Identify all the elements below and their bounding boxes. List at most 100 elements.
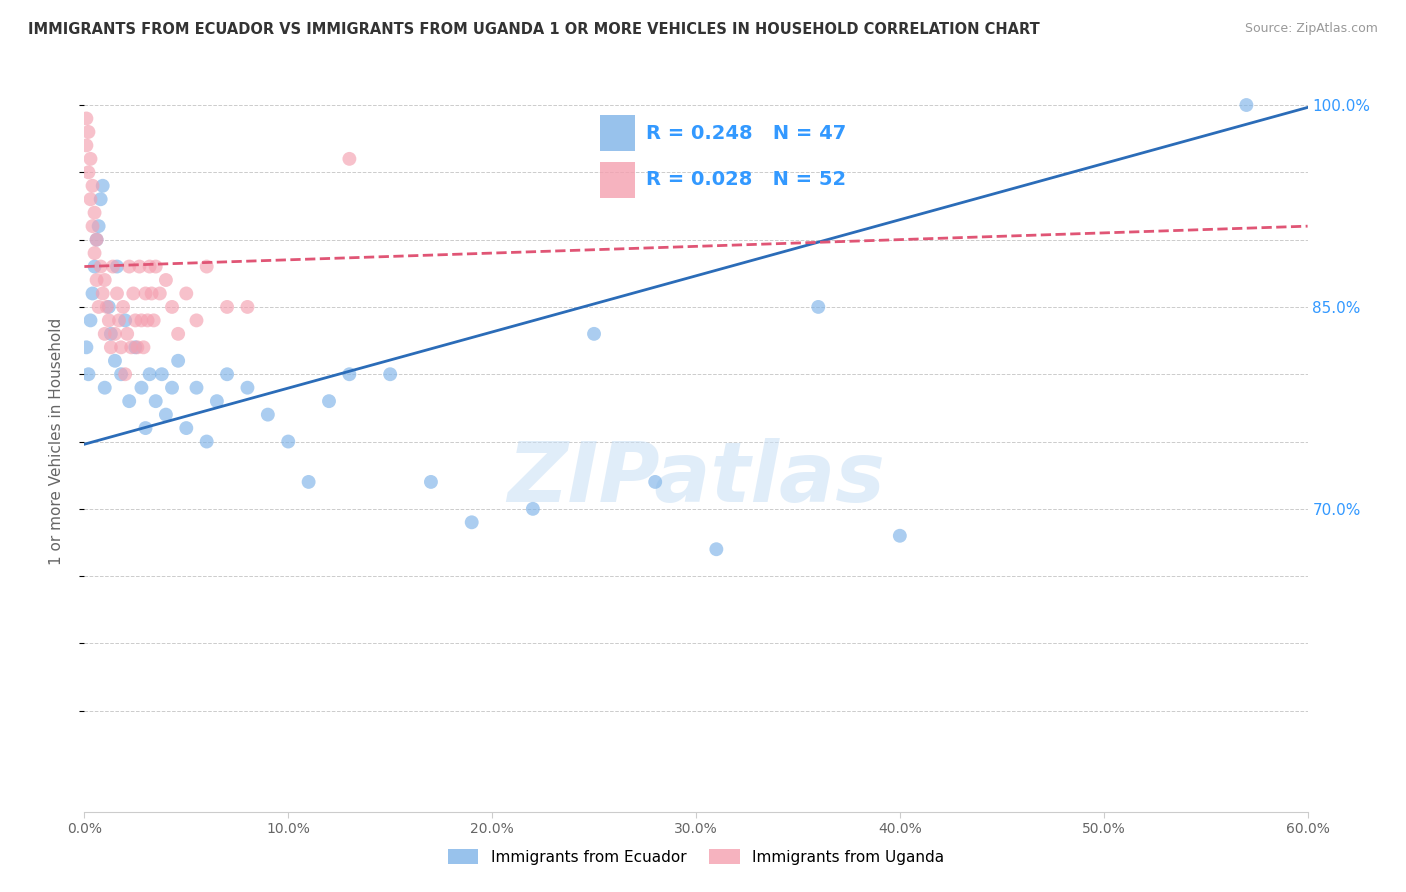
Point [277, 434, 299, 449]
Point [104, 326, 127, 341]
Point [236, 381, 259, 395]
Point [82, 219, 104, 234]
Point [104, 353, 127, 368]
Point [90, 192, 112, 206]
Point [124, 313, 146, 327]
Point [807, 300, 830, 314]
Point [120, 340, 142, 354]
Point [217, 300, 239, 314]
Point [77, 125, 100, 139]
Point [118, 260, 141, 274]
Point [93, 273, 115, 287]
Point [87, 219, 110, 234]
Point [135, 286, 157, 301]
Point [118, 394, 141, 409]
Point [110, 340, 132, 354]
Point [97, 313, 120, 327]
Legend: Immigrants from Ecuador, Immigrants from Uganda: Immigrants from Ecuador, Immigrants from… [441, 843, 950, 871]
Point [100, 340, 122, 354]
Point [167, 353, 190, 368]
Point [114, 313, 136, 327]
Point [96, 300, 118, 314]
Point [82, 286, 104, 301]
Point [706, 542, 728, 557]
Point [160, 300, 183, 314]
Point [318, 394, 340, 409]
Point [124, 340, 146, 354]
Point [110, 368, 132, 382]
Point [644, 475, 666, 489]
Point [174, 286, 197, 301]
Text: Source: ZipAtlas.com: Source: ZipAtlas.com [1244, 22, 1378, 36]
Point [236, 300, 259, 314]
Point [145, 260, 167, 274]
Point [138, 368, 160, 382]
Point [150, 368, 173, 382]
Point [115, 326, 138, 341]
Point [93, 381, 115, 395]
Point [131, 381, 153, 395]
Point [186, 381, 208, 395]
Point [101, 260, 124, 274]
Point [77, 165, 100, 179]
Point [155, 408, 177, 422]
Point [167, 326, 190, 341]
Point [112, 300, 135, 314]
Point [132, 340, 155, 354]
Point [128, 260, 150, 274]
Point [155, 273, 177, 287]
Point [138, 260, 160, 274]
Point [91, 178, 114, 193]
Point [420, 475, 443, 489]
Point [97, 300, 120, 314]
Point [141, 286, 163, 301]
Point [83, 260, 105, 274]
Point [142, 313, 165, 327]
Y-axis label: 1 or more Vehicles in Household: 1 or more Vehicles in Household [49, 318, 63, 566]
Text: ZIPatlas: ZIPatlas [508, 438, 884, 519]
Point [195, 260, 218, 274]
Point [105, 286, 128, 301]
Point [93, 326, 115, 341]
Point [257, 408, 280, 422]
Point [75, 340, 97, 354]
Point [83, 205, 105, 219]
Point [79, 152, 101, 166]
Point [339, 368, 361, 382]
Point [86, 233, 108, 247]
Point [79, 313, 101, 327]
Point [380, 368, 402, 382]
Point [205, 394, 228, 409]
Point [149, 286, 172, 301]
Point [90, 260, 112, 274]
Point [75, 138, 97, 153]
Point [91, 286, 114, 301]
Point [583, 326, 606, 341]
Point [522, 501, 544, 516]
Point [1236, 98, 1258, 112]
Point [131, 313, 153, 327]
Point [889, 529, 911, 543]
Point [82, 178, 104, 193]
Point [461, 516, 484, 530]
Point [195, 434, 218, 449]
Point [160, 381, 183, 395]
Point [186, 313, 208, 327]
Point [77, 368, 100, 382]
Point [114, 368, 136, 382]
Point [298, 475, 321, 489]
Text: IMMIGRANTS FROM ECUADOR VS IMMIGRANTS FROM UGANDA 1 OR MORE VEHICLES IN HOUSEHOL: IMMIGRANTS FROM ECUADOR VS IMMIGRANTS FR… [28, 22, 1040, 37]
Point [174, 421, 197, 435]
Point [108, 313, 131, 327]
Point [105, 260, 128, 274]
Point [100, 326, 122, 341]
Point [87, 300, 110, 314]
Point [86, 233, 108, 247]
Point [79, 192, 101, 206]
Point [86, 273, 108, 287]
Point [75, 112, 97, 126]
Point [145, 394, 167, 409]
Point [135, 421, 157, 435]
Point [136, 313, 159, 327]
Point [217, 368, 239, 382]
